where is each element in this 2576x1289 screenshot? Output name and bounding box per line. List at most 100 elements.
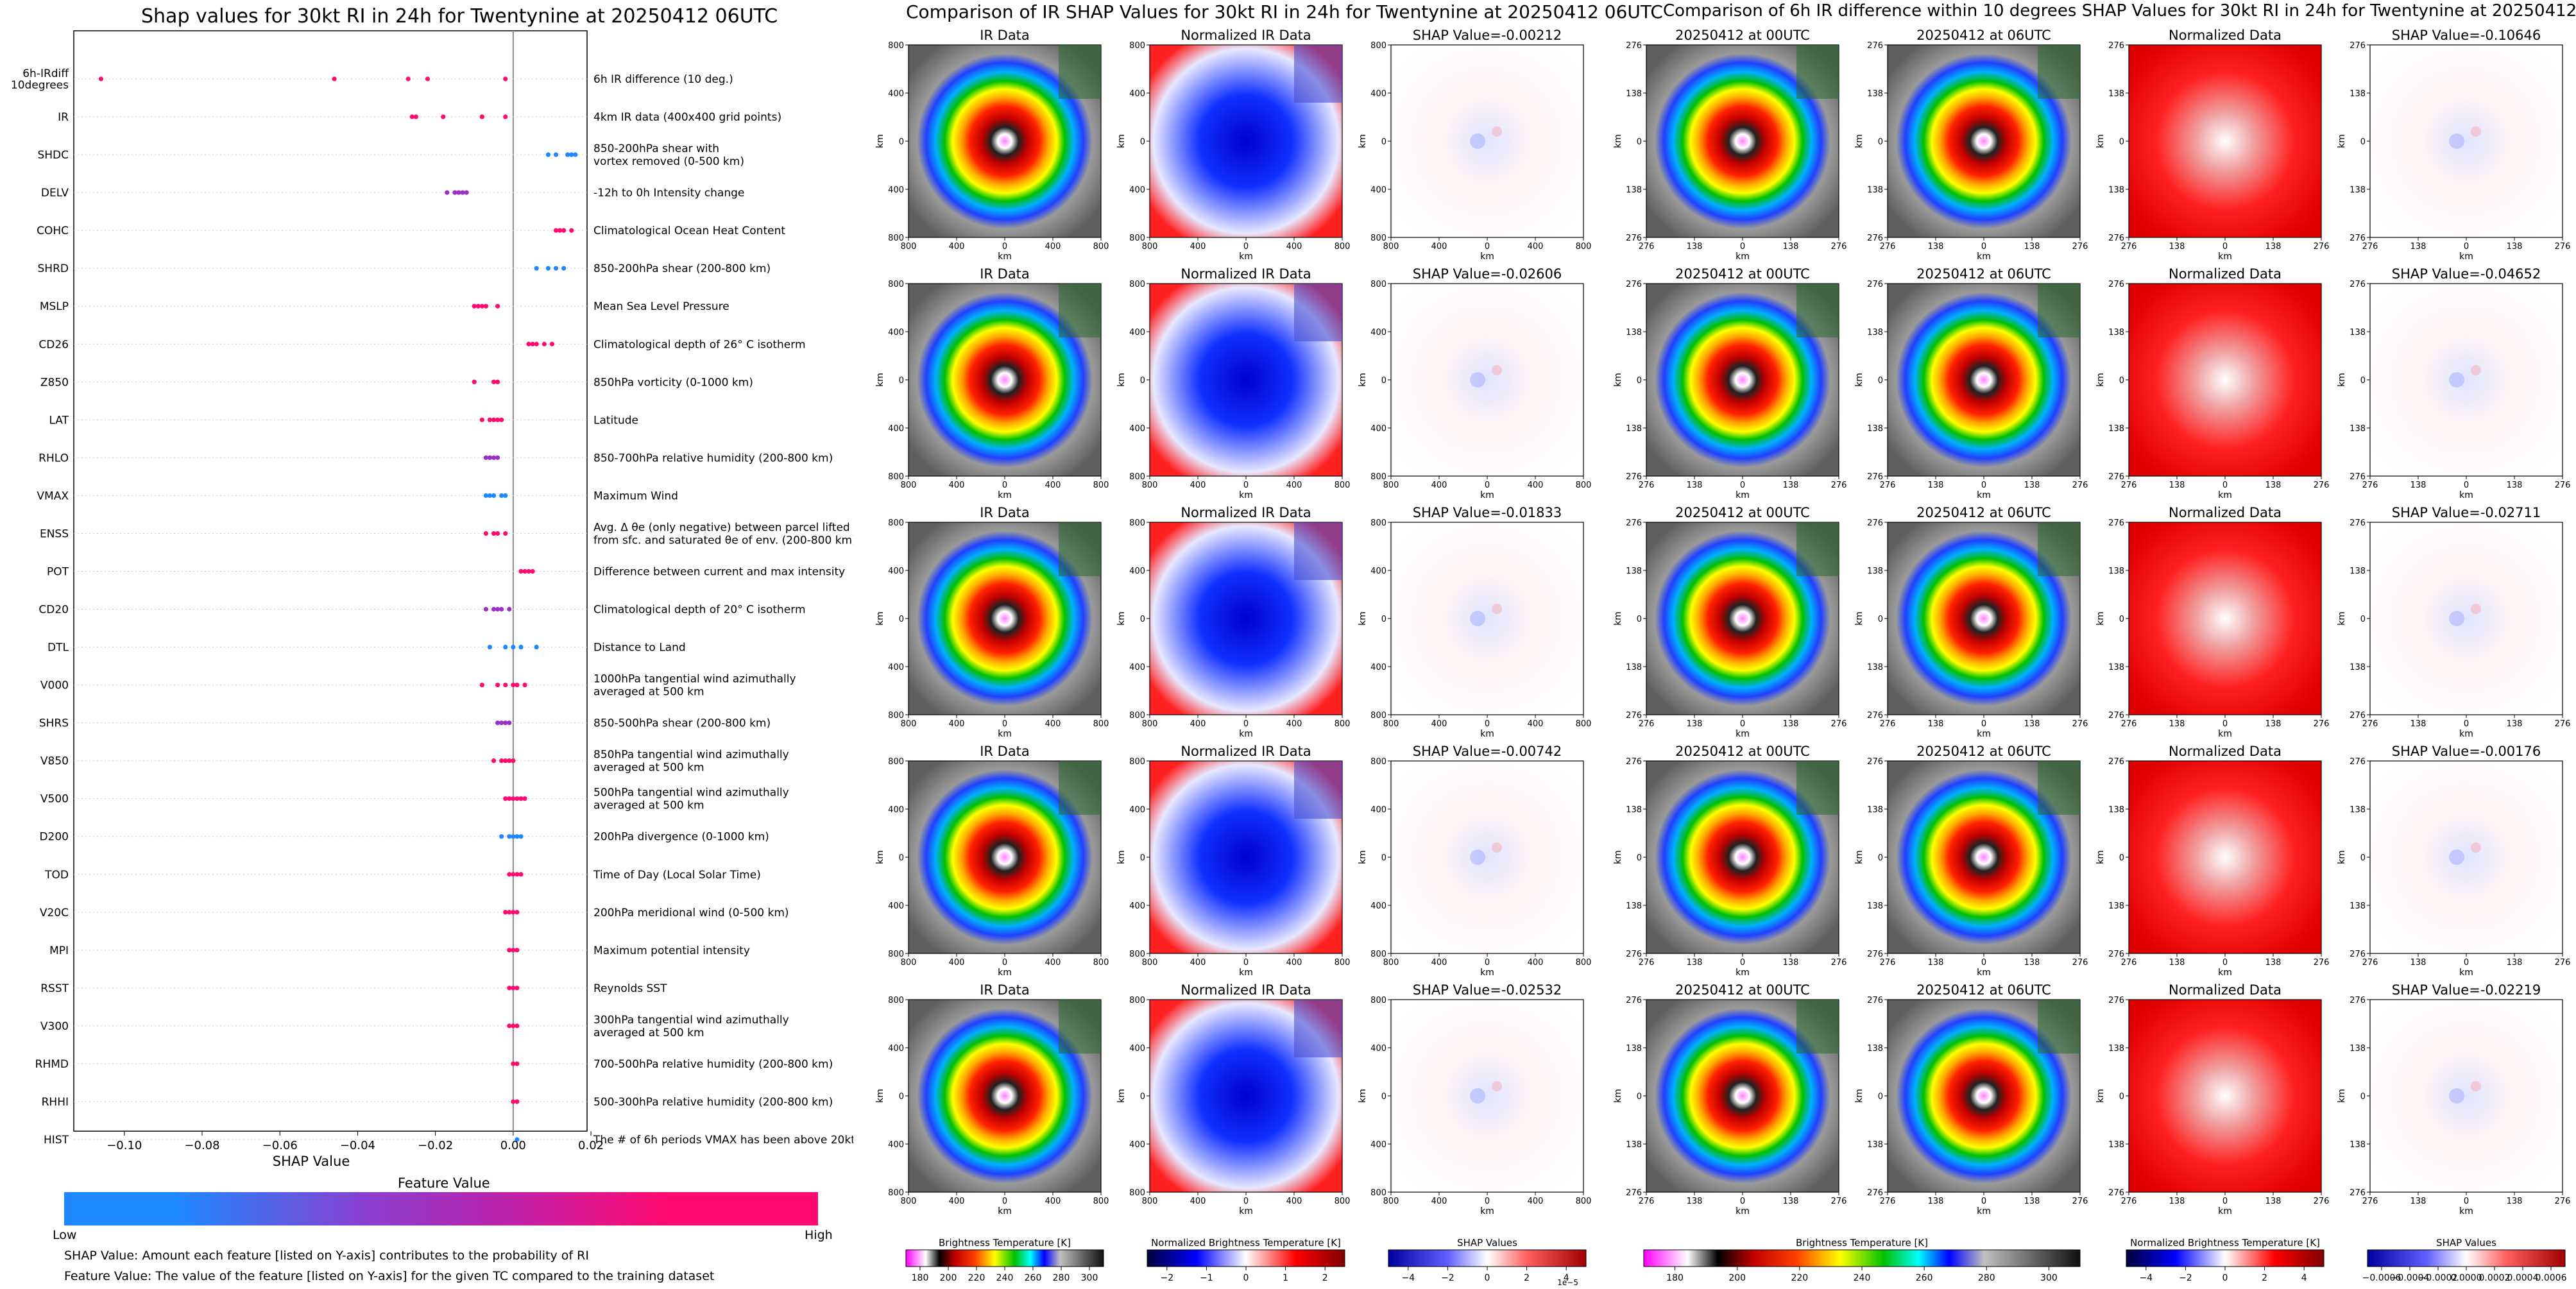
- x-tick-label: 276: [2555, 242, 2571, 252]
- panel-title: IR Data: [980, 982, 1030, 998]
- shap-blob: [2449, 372, 2464, 388]
- shap-colorbar: [1388, 1249, 1587, 1267]
- y-tick-label: 138: [1867, 901, 1883, 911]
- y-tick-label: 138: [2108, 901, 2124, 911]
- x-tick-label: 800: [1142, 958, 1158, 968]
- y-tick-label: 276: [2350, 41, 2366, 51]
- shap-blob: [1492, 604, 1502, 614]
- x-tick-label: 0: [1002, 242, 1007, 252]
- y-tick-label: 400: [1370, 663, 1386, 672]
- x-tick-label: 138: [1928, 242, 1944, 252]
- shap-point: [499, 721, 504, 726]
- x-axis-label: km: [1736, 1206, 1750, 1216]
- x-tick-label: 138: [2169, 1197, 2185, 1206]
- x-axis-label: km: [2218, 729, 2232, 739]
- y-tick-label: 0: [1878, 1092, 1883, 1102]
- y-axis-label: km: [1116, 611, 1127, 626]
- y-axis-label: km: [2095, 850, 2106, 864]
- y-tick-label: 0: [1637, 615, 1642, 624]
- irdiff-shap-colorbar-tick-label: 0.0004: [2507, 1273, 2539, 1283]
- shap-point: [522, 682, 527, 688]
- y-tick-label: 138: [2350, 89, 2366, 99]
- normred-image-panel: [2128, 283, 2322, 477]
- y-axis-label: km: [1854, 134, 1864, 148]
- x-axis-label: km: [1480, 252, 1494, 262]
- ir-colorbar-tick-label: 220: [968, 1273, 985, 1283]
- x-tick-label: 276: [2072, 958, 2088, 968]
- x-axis-label: km: [1977, 490, 1991, 500]
- x-axis-label: km: [1239, 729, 1253, 739]
- shap-point: [569, 228, 574, 233]
- shap-image-panel: [1390, 44, 1584, 238]
- y-tick-label: 138: [2108, 1140, 2124, 1150]
- feature-label: CD26: [38, 338, 69, 351]
- normred-image-panel: [2128, 760, 2322, 954]
- x-tick-label: 276: [2314, 1197, 2330, 1206]
- y-tick-label: 800: [888, 950, 904, 959]
- y-tick-label: 276: [1626, 518, 1642, 528]
- shap-point: [491, 493, 497, 498]
- shap-point: [499, 758, 504, 764]
- x-tick-label: 0: [1002, 1197, 1007, 1206]
- y-tick-label: 400: [1370, 424, 1386, 434]
- y-tick-label: 138: [2350, 663, 2366, 672]
- y-tick-label: 138: [1626, 901, 1642, 911]
- y-axis-label: km: [1613, 373, 1623, 387]
- shap-point: [491, 758, 497, 764]
- y-tick-label: 800: [1370, 472, 1386, 482]
- y-tick-label: 276: [2108, 996, 2124, 1005]
- y-tick-label: 138: [1867, 185, 1883, 195]
- y-tick-label: 0: [899, 853, 904, 863]
- y-axis-label: km: [1613, 850, 1623, 864]
- x-axis-label: km: [1239, 968, 1253, 978]
- shap-point: [511, 644, 516, 650]
- x-axis-label: km: [2218, 252, 2232, 262]
- shap-point: [507, 721, 512, 726]
- y-tick-label: 400: [1129, 424, 1145, 434]
- shap-blob: [2471, 842, 2481, 853]
- x-tick-label: 0: [1740, 481, 1745, 490]
- panel-title: 20250412 at 00UTC: [1675, 505, 1810, 520]
- x-tick-label: 400: [1045, 242, 1061, 252]
- y-tick-label: 0: [1878, 615, 1883, 624]
- x-tick-label: 400: [1045, 1197, 1061, 1206]
- x-tick-label: 0: [2464, 242, 2469, 252]
- x-tick-label: 400: [1528, 242, 1544, 252]
- shap-point: [441, 114, 446, 119]
- x-axis-label: km: [1239, 1206, 1253, 1216]
- y-tick-label: 276: [1867, 996, 1883, 1005]
- shap-blob: [1470, 849, 1485, 865]
- cloud-patch: [1294, 761, 1342, 819]
- y-tick-label: 0: [2360, 615, 2366, 624]
- x-axis-label: km: [1977, 729, 1991, 739]
- x-tick-label: 138: [2410, 481, 2427, 490]
- panel-title: IR Data: [980, 505, 1030, 520]
- shap-point: [534, 644, 539, 650]
- x-tick-label: 276: [1831, 719, 1847, 729]
- x-tick-label: 276: [1639, 958, 1655, 968]
- panel-title: 20250412 at 00UTC: [1675, 266, 1810, 282]
- shap-point: [511, 758, 516, 764]
- cloud-patch: [2038, 761, 2080, 815]
- x-tick-label: 138: [1687, 1197, 1703, 1206]
- feature-label: RHLO: [38, 452, 69, 465]
- shap-point: [515, 986, 520, 991]
- x-axis-label: km: [1736, 490, 1750, 500]
- feature-description: 1000hPa tangential wind azimuthally avera…: [593, 673, 796, 699]
- y-axis-label: km: [1854, 850, 1864, 864]
- x-tick-label: 138: [2169, 481, 2185, 490]
- y-tick-label: 800: [1370, 41, 1386, 51]
- y-tick-label: 400: [1129, 185, 1145, 195]
- y-tick-label: 0: [2360, 853, 2366, 863]
- shap-point: [483, 493, 489, 498]
- high-label: High: [805, 1228, 833, 1242]
- irdiff-norm-colorbar-tick-label: 0: [2222, 1273, 2228, 1283]
- y-tick-label: 0: [2360, 137, 2366, 147]
- x-axis-label: km: [2218, 490, 2232, 500]
- x-axis-label: km: [2218, 1206, 2232, 1216]
- x-axis-label: km: [998, 968, 1012, 978]
- shap-point: [530, 568, 535, 574]
- feature-description: Maximum Wind: [593, 490, 678, 502]
- x-tick-label: 400: [949, 481, 965, 490]
- x-tick-label: 0: [1981, 719, 1986, 729]
